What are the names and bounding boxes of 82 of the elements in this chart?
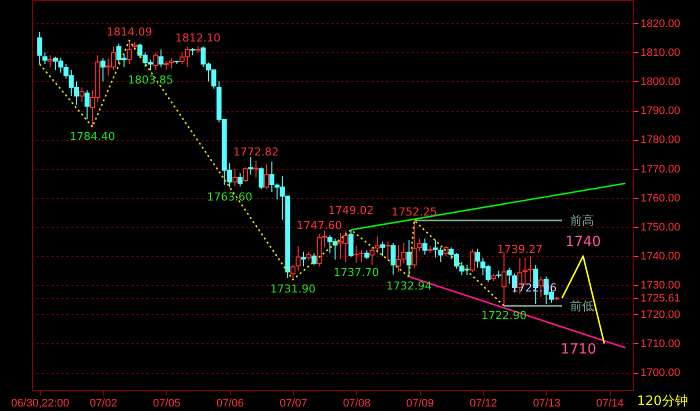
annotation: 1772.82 xyxy=(233,146,279,159)
x-tick-label: 07/08 xyxy=(342,398,371,410)
candlestick xyxy=(470,248,475,273)
annotation: 1722.90 xyxy=(481,308,527,322)
annotation: 1752.25 xyxy=(392,205,438,218)
x-tick-label: 07/07 xyxy=(280,398,308,410)
candlestick xyxy=(354,245,359,264)
annotation: 1812.10 xyxy=(175,31,221,44)
candlestick xyxy=(248,156,254,176)
y-tick-label: 1720.00 xyxy=(640,308,680,321)
candlestick xyxy=(153,52,158,70)
candlestick xyxy=(412,220,417,268)
series-label: 前低 xyxy=(570,298,594,313)
candlestick xyxy=(390,242,396,276)
x-tick-label: 07/06 xyxy=(216,398,244,410)
candlestick xyxy=(169,58,174,69)
y-tick-label: 1780.00 xyxy=(640,134,680,146)
y-tick-label: 1810.00 xyxy=(640,46,680,59)
y-tick-label: 1740.00 xyxy=(640,250,680,263)
candlestick xyxy=(417,238,422,252)
candlestick xyxy=(432,240,438,258)
annotation: 1814.09 xyxy=(106,25,152,38)
text: 120分钟 xyxy=(637,394,688,409)
candlestick xyxy=(359,250,364,262)
annotation: 1739.27 xyxy=(497,243,543,256)
candlestick xyxy=(48,54,53,68)
candlestick xyxy=(290,264,296,280)
annotation: 1803.85 xyxy=(128,73,174,86)
candlestick xyxy=(348,229,354,258)
candlestick xyxy=(438,246,444,262)
y-tick-label: 1800.00 xyxy=(640,76,680,88)
annotation: 1749.02 xyxy=(328,204,374,217)
y-tick-label: 1700.00 xyxy=(640,367,680,380)
candlestick xyxy=(385,241,390,260)
data-label: 1740 xyxy=(565,234,601,250)
candlestick xyxy=(300,251,306,267)
candlestick xyxy=(158,48,164,68)
y-tick-label: 1725.61 xyxy=(640,292,680,304)
x-tick-label: 06/30,22:00 xyxy=(11,398,70,410)
x-tick-label: 07/14 xyxy=(596,398,624,410)
annotation: 1737.70 xyxy=(333,266,379,279)
candlestick xyxy=(242,166,248,182)
data-label: 1710 xyxy=(560,341,596,358)
x-tick-label: 07/02 xyxy=(90,398,118,410)
candlestick xyxy=(258,166,264,190)
candlestick xyxy=(100,58,106,82)
candlestick xyxy=(264,164,270,190)
candlestick xyxy=(475,248,480,268)
candlestick xyxy=(312,252,317,266)
candlestick xyxy=(238,172,243,187)
x-tick-label: 07/09 xyxy=(406,398,434,410)
candlestick xyxy=(296,245,301,272)
y-tick-label: 1820.00 xyxy=(640,18,680,30)
candlestick xyxy=(37,32,42,65)
annotation: 1731.90 xyxy=(270,282,316,296)
series-label: 前高 xyxy=(570,213,594,228)
candlestick xyxy=(253,160,258,178)
candlestick xyxy=(422,238,428,256)
annotation: 1732.94 xyxy=(386,280,432,293)
annotation: 1784.40 xyxy=(70,130,116,143)
y-tick-label: 1760.00 xyxy=(640,192,680,204)
y-tick-label: 1770.00 xyxy=(640,163,680,176)
candlestick xyxy=(42,52,48,65)
y-tick-label: 1790.00 xyxy=(640,105,680,118)
y-tick-label: 1750.00 xyxy=(640,222,680,234)
y-tick-label: 1710.00 xyxy=(640,338,680,350)
x-tick-label: 07/12 xyxy=(470,398,498,410)
candlestick xyxy=(84,90,90,120)
candlestick xyxy=(79,86,84,102)
x-tick-label: 07/13 xyxy=(532,398,560,410)
candlestick xyxy=(406,240,412,278)
candlestick xyxy=(232,168,238,187)
candlestick xyxy=(126,40,132,65)
y-tick-label: 1730.00 xyxy=(640,280,680,292)
annotation: 1763.60 xyxy=(206,190,252,204)
candlestick xyxy=(374,236,380,254)
candlestick xyxy=(501,252,506,306)
candlestick xyxy=(506,267,512,284)
x-tick-label: 07/05 xyxy=(153,398,181,410)
candlestick xyxy=(380,241,386,257)
candlestick xyxy=(370,246,375,266)
annotation: 1747.60 xyxy=(296,219,342,232)
